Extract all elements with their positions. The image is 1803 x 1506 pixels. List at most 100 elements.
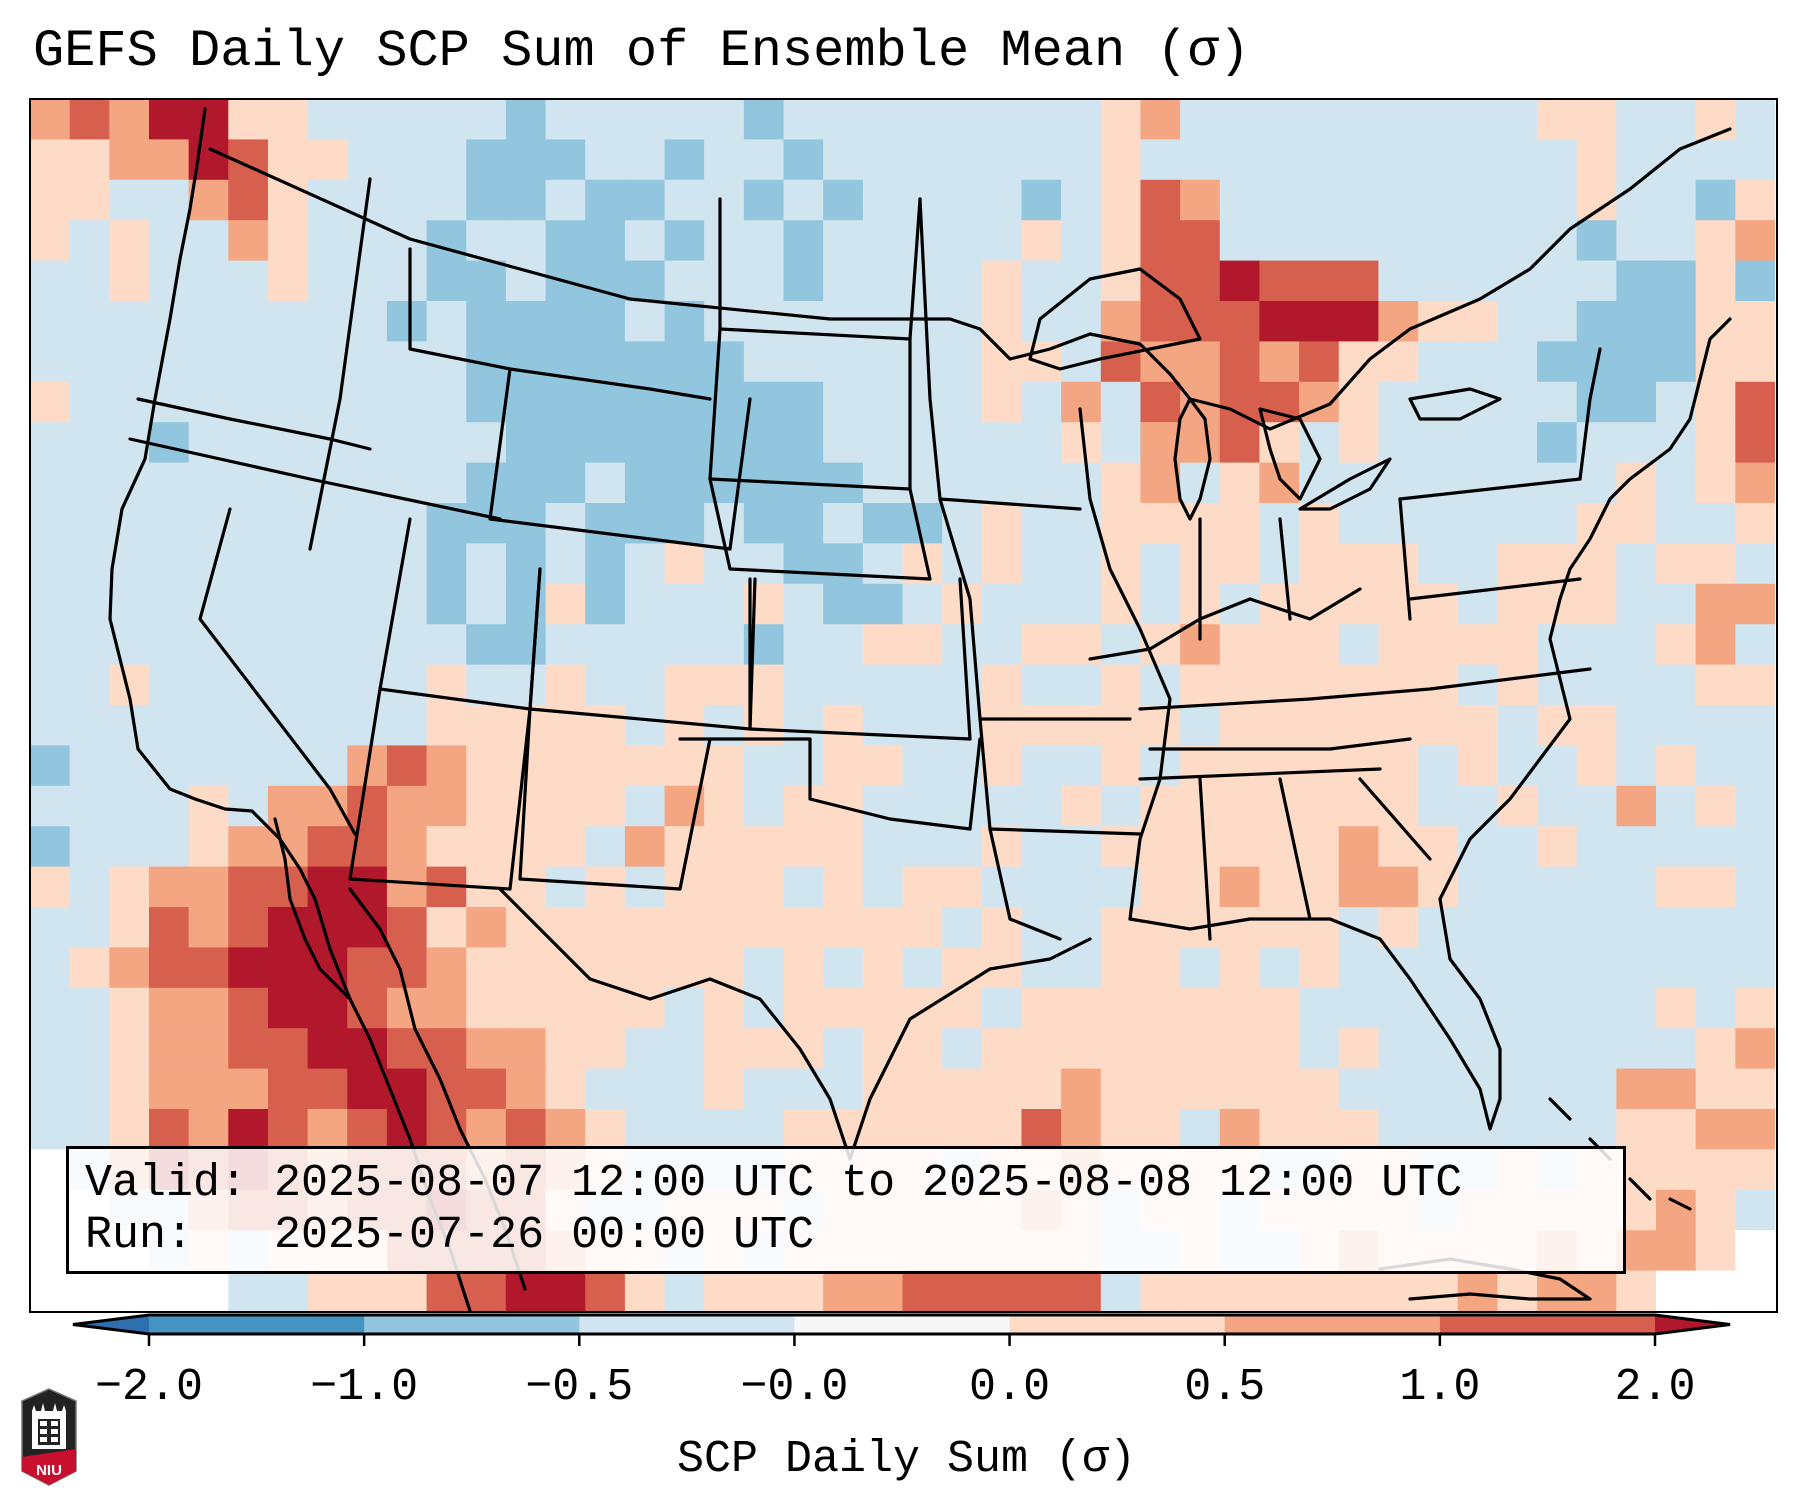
heatmap-cell	[862, 503, 904, 544]
heatmap-cell	[347, 624, 388, 666]
heatmap-cell	[1735, 503, 1775, 544]
heatmap-cell	[862, 826, 904, 868]
heatmap-cell	[188, 664, 229, 706]
heatmap-cell	[545, 624, 586, 666]
heatmap-cell	[704, 341, 745, 383]
heatmap-cell	[585, 381, 626, 423]
heatmap-cell	[1100, 1028, 1142, 1070]
heatmap-cell	[1338, 503, 1380, 544]
heatmap-cell	[823, 503, 864, 544]
heatmap-cell	[1219, 624, 1261, 666]
heatmap-cell	[664, 301, 705, 342]
heatmap-cell	[1180, 301, 1221, 342]
heatmap-cell	[466, 987, 507, 1029]
heatmap-cell	[1180, 341, 1221, 383]
heatmap-cell	[1140, 987, 1181, 1029]
heatmap-cell	[1418, 503, 1459, 544]
heatmap-cell	[505, 381, 547, 423]
heatmap-cell	[1457, 220, 1498, 262]
heatmap-cell	[1378, 1109, 1419, 1150]
colorbar-extend-max	[1655, 1315, 1730, 1334]
heatmap-cell	[1180, 179, 1221, 221]
heatmap-cell	[1061, 987, 1102, 1029]
heatmap-cell	[1537, 301, 1578, 342]
heatmap-cell	[69, 705, 110, 746]
wa-or-id	[136, 397, 372, 451]
heatmap-cell	[69, 543, 110, 585]
heatmap-cell	[1378, 583, 1419, 625]
heatmap-cell	[1100, 664, 1142, 706]
heatmap-cell	[1100, 543, 1142, 585]
heatmap-cell	[1219, 907, 1261, 948]
heatmap-cell	[188, 785, 229, 827]
heatmap-cell	[783, 341, 824, 383]
heatmap-cell	[466, 947, 507, 989]
heatmap-cell	[981, 745, 1023, 787]
heatmap-cell	[267, 947, 309, 989]
lake-huron	[1258, 407, 1322, 501]
dakotas	[718, 197, 922, 341]
heatmap-cell	[664, 583, 705, 625]
heatmap-cell	[109, 1068, 150, 1110]
heatmap-cell	[267, 139, 309, 181]
heatmap-cell	[585, 947, 626, 989]
heatmap-cell	[545, 826, 586, 868]
heatmap-cell	[664, 381, 705, 423]
heatmap-cell	[783, 260, 824, 302]
heatmap-cell	[585, 866, 626, 908]
heatmap-cell	[942, 99, 983, 140]
heatmap-cell	[664, 341, 705, 383]
heatmap-cell	[228, 1068, 269, 1110]
heatmap-cell	[1418, 907, 1459, 948]
al-ga	[1278, 777, 1312, 921]
heatmap-cell	[1378, 260, 1419, 302]
heatmap-cell	[148, 503, 190, 544]
heatmap-cell	[1537, 907, 1578, 948]
heatmap-cell	[386, 1270, 428, 1311]
heatmap-cell	[1616, 1109, 1657, 1150]
validity-info-box: Valid: 2025-08-07 12:00 UTC to 2025-08-0…	[66, 1146, 1626, 1274]
heatmap-cell	[1100, 179, 1142, 221]
heatmap-cell	[1219, 947, 1261, 989]
heatmap-cell	[1140, 543, 1181, 585]
heatmap-cell	[267, 260, 309, 302]
heatmap-cell	[267, 1270, 309, 1311]
heatmap-cell	[188, 341, 229, 383]
heatmap-cell	[109, 947, 150, 989]
heatmap-cell	[1656, 462, 1697, 504]
heatmap-cell	[347, 543, 388, 585]
heatmap-cell	[1378, 139, 1419, 181]
heatmap-cell	[743, 1109, 785, 1150]
heatmap-cell	[69, 745, 110, 787]
heatmap-cell	[823, 1028, 864, 1070]
colorbar	[72, 1313, 1731, 1346]
heatmap-cell	[1259, 866, 1300, 908]
heatmap-cell	[1418, 341, 1459, 383]
heatmap-cell	[704, 1109, 745, 1150]
heatmap-cell	[1140, 1068, 1181, 1110]
heatmap-cell	[1497, 826, 1538, 868]
heatmap-cell	[1576, 987, 1617, 1029]
heatmap-cell	[1616, 745, 1657, 787]
heatmap-cell	[466, 1270, 507, 1311]
heatmap-cell	[69, 1028, 110, 1070]
heatmap-cell	[1576, 785, 1617, 827]
heatmap-cell	[109, 907, 150, 948]
heatmap-cell	[1537, 826, 1578, 868]
heatmap-cell	[1457, 907, 1498, 948]
heatmap-cell	[1180, 139, 1221, 181]
heatmap-cell	[1100, 1068, 1142, 1110]
heatmap-cell	[307, 260, 348, 302]
run-time-text: Run: 2025-07-26 00:00 UTC	[85, 1210, 815, 1261]
heatmap-cell	[823, 422, 864, 464]
heatmap-cell	[1656, 664, 1697, 706]
heatmap-cell	[1061, 947, 1102, 989]
heatmap-cell	[981, 301, 1023, 342]
heatmap-cell	[1457, 422, 1498, 464]
heatmap-cell	[1695, 987, 1736, 1029]
heatmap-cell	[228, 745, 269, 787]
heatmap-cell	[1100, 381, 1142, 423]
heatmap-cell	[505, 987, 547, 1029]
heatmap-cell	[704, 139, 745, 181]
heatmap-cell	[783, 99, 824, 140]
